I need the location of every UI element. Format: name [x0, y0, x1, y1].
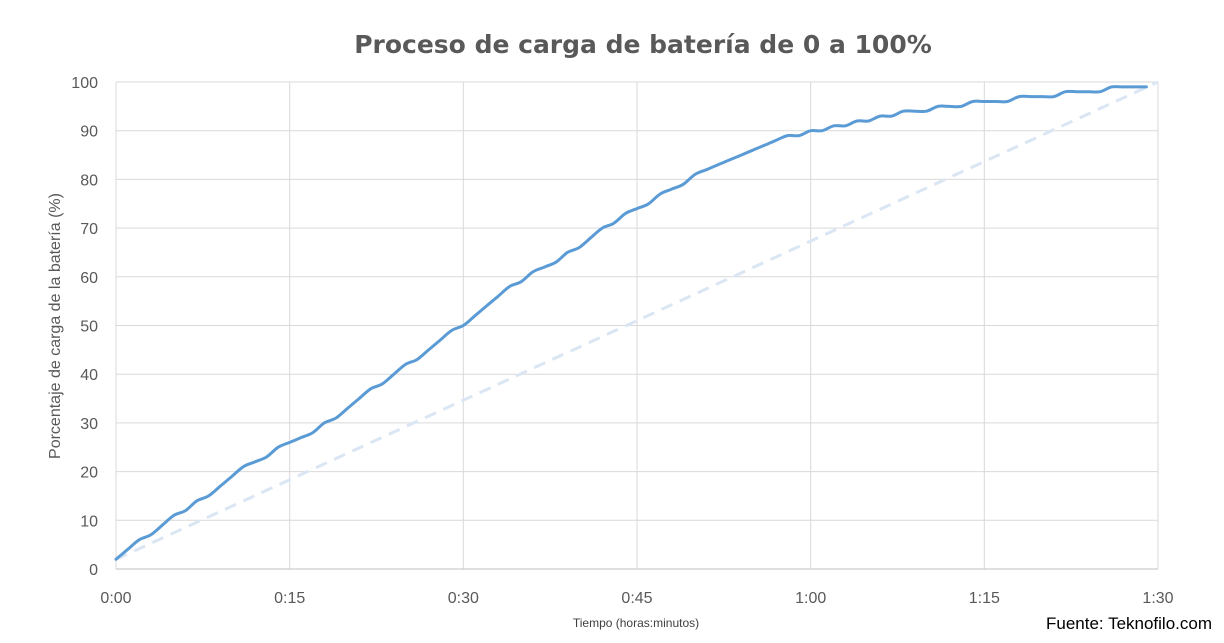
y-tick-label: 60: [80, 270, 98, 287]
source-credit: Fuente: Teknofilo.com: [1046, 614, 1212, 633]
reference-line-dashed: [115, 80, 1159, 561]
x-tick-label: 1:30: [1142, 590, 1173, 607]
gridlines: [115, 81, 1159, 569]
y-tick-label: 20: [80, 465, 98, 482]
x-tick-label: 0:15: [274, 590, 305, 607]
y-tick-label: 0: [89, 562, 98, 579]
y-tick-label: 10: [80, 513, 98, 530]
x-tick-label: 1:00: [795, 590, 826, 607]
y-tick-label: 30: [80, 416, 98, 433]
x-tick-label: 0:00: [100, 590, 131, 607]
y-tick-label: 70: [80, 221, 98, 238]
x-tick-label: 0:45: [621, 590, 652, 607]
y-axis-label: Porcentaje de carga de la batería (%): [47, 193, 64, 459]
y-tick-label: 50: [80, 319, 98, 336]
charge-curve-line: [114, 85, 1148, 561]
y-tick-label: 100: [71, 75, 98, 92]
y-tick-label: 80: [80, 172, 98, 189]
x-axis-label: Tiempo (horas:minutos): [573, 616, 699, 630]
y-axis-ticks: 0 10 20 30 40 50 60 70 80 90 100: [71, 75, 98, 579]
series-lines: [114, 80, 1159, 561]
chart-title: Proceso de carga de batería de 0 a 100%: [354, 30, 932, 59]
y-tick-label: 90: [80, 124, 98, 141]
x-tick-label: 0:30: [448, 590, 479, 607]
y-tick-label: 40: [80, 367, 98, 384]
x-tick-label: 1:15: [969, 590, 1000, 607]
x-axis-ticks: 0:00 0:15 0:30 0:45 1:00 1:15 1:30: [100, 590, 1173, 607]
